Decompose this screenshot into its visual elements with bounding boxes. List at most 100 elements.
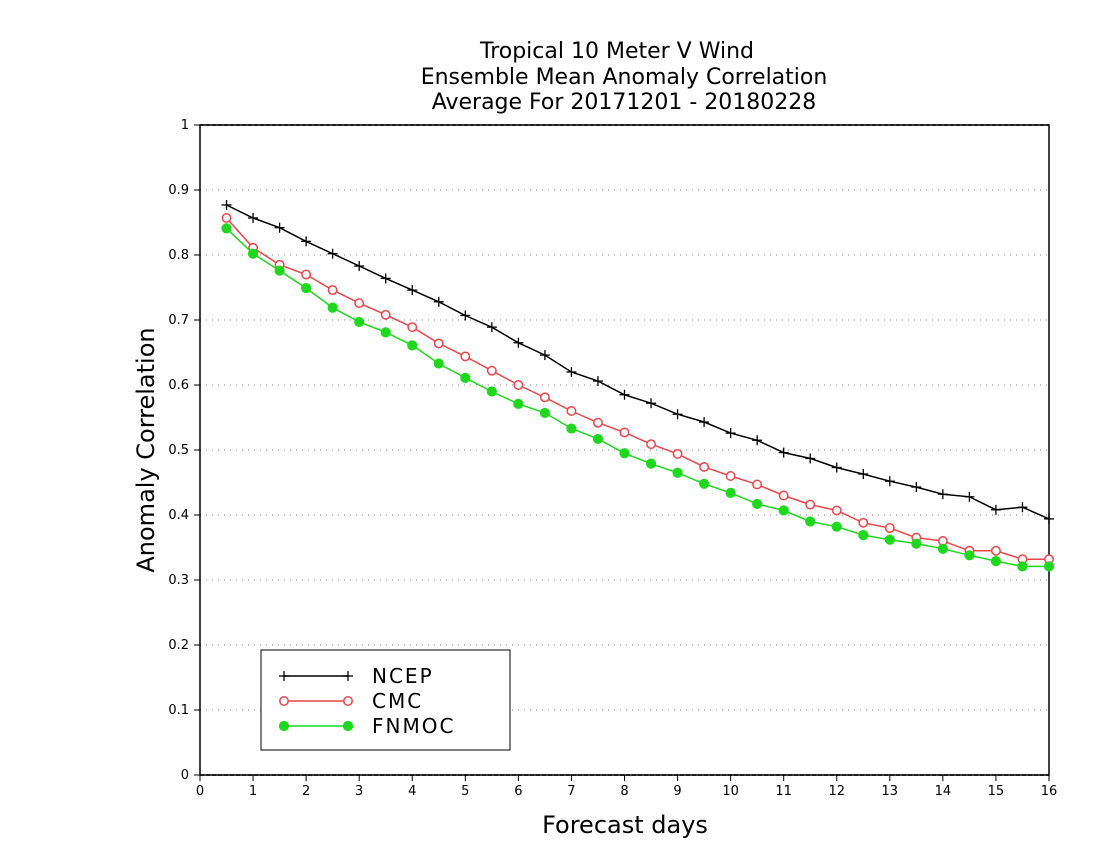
y-tick-label: 0.3	[168, 573, 189, 588]
data-point-ncep	[964, 491, 975, 502]
x-tick-label: 4	[408, 784, 416, 799]
data-point-cmc	[593, 417, 603, 428]
data-point-ncep	[937, 489, 948, 500]
data-point-fnmoc	[354, 316, 365, 328]
series-line-ncep	[226, 204, 1050, 520]
legend-label-ncep: NCEP	[372, 664, 434, 688]
data-point-fnmoc	[619, 448, 630, 459]
legend-label-cmc: CMC	[372, 689, 423, 713]
data-point-ncep	[805, 453, 816, 464]
legend-marker-fnmoc	[278, 720, 290, 732]
data-point-ncep	[327, 248, 338, 259]
x-tick-label: 11	[775, 784, 792, 799]
data-point-fnmoc	[274, 265, 285, 276]
data-point-fnmoc	[592, 433, 604, 445]
data-point-cmc	[539, 392, 550, 403]
data-point-fnmoc	[407, 340, 418, 351]
data-point-fnmoc	[539, 407, 551, 419]
data-point-cmc	[460, 351, 471, 362]
data-point-fnmoc	[990, 556, 1002, 567]
x-tick-label: 14	[935, 784, 952, 799]
data-point-fnmoc	[672, 467, 683, 478]
data-point-ncep	[486, 322, 497, 333]
data-point-fnmoc	[301, 283, 312, 294]
data-point-ncep	[752, 435, 763, 446]
series-fnmoc	[221, 223, 1055, 572]
chart-title-line-1: Tropical 10 Meter V Wind	[479, 39, 754, 64]
data-point-ncep	[619, 389, 630, 400]
data-point-cmc	[354, 298, 365, 309]
x-tick-label: 5	[461, 784, 469, 799]
data-point-cmc	[407, 322, 418, 333]
y-tick-label: 0.6	[168, 378, 189, 393]
legend-marker-ncep	[343, 671, 353, 681]
data-point-cmc	[990, 545, 1001, 556]
data-point-ncep	[831, 462, 842, 473]
data-point-cmc	[858, 517, 869, 528]
y-tick-label: 0.4	[168, 508, 189, 523]
data-point-fnmoc	[1017, 561, 1028, 572]
series-group	[221, 199, 1055, 572]
data-point-ncep	[248, 212, 259, 223]
data-point-ncep	[460, 310, 471, 321]
legend-label-fnmoc: FNMOC	[372, 714, 455, 738]
data-point-fnmoc	[884, 534, 895, 545]
x-tick-label: 15	[988, 784, 1005, 799]
x-tick-label: 16	[1041, 784, 1058, 799]
data-point-ncep	[1017, 502, 1028, 513]
data-point-ncep	[699, 417, 710, 428]
data-point-ncep	[566, 367, 577, 377]
data-point-ncep	[539, 350, 550, 361]
data-point-ncep	[274, 222, 285, 233]
series-line-fnmoc	[225, 227, 1049, 568]
series-cmc	[221, 213, 1054, 565]
data-point-cmc	[884, 523, 895, 533]
data-point-cmc	[699, 461, 710, 472]
data-point-ncep	[884, 476, 895, 487]
data-point-fnmoc	[911, 538, 922, 549]
x-tick-label: 2	[302, 784, 310, 799]
data-point-fnmoc	[937, 543, 948, 554]
data-point-fnmoc	[645, 458, 657, 469]
data-point-ncep	[1044, 513, 1054, 524]
data-point-fnmoc	[1043, 561, 1055, 572]
data-point-fnmoc	[858, 530, 869, 541]
x-tick-label: 12	[828, 784, 845, 799]
data-point-ncep	[778, 447, 789, 458]
data-point-cmc	[433, 338, 444, 349]
data-point-ncep	[725, 428, 736, 439]
chart-title-line-3: Average For 20171201 - 20180228	[432, 90, 817, 115]
x-tick-label: 13	[882, 784, 899, 799]
data-point-fnmoc	[725, 487, 736, 498]
x-tick-label: 0	[196, 784, 204, 799]
data-point-cmc	[380, 309, 391, 320]
data-point-fnmoc	[327, 302, 338, 313]
series-line-cmc	[225, 217, 1049, 560]
y-tick-label: 0.1	[168, 703, 189, 718]
data-point-cmc	[725, 471, 736, 481]
chart-titles: Tropical 10 Meter V Wind Ensemble Mean A…	[421, 39, 828, 115]
legend-entry-fnmoc: FNMOC	[278, 714, 455, 738]
data-point-fnmoc	[380, 327, 391, 338]
data-point-cmc	[778, 490, 789, 501]
legend-marker-fnmoc	[342, 720, 354, 732]
data-point-ncep	[221, 199, 232, 210]
y-tick-label: 0.5	[168, 443, 189, 458]
data-point-fnmoc	[433, 358, 444, 369]
data-point-ncep	[433, 296, 444, 307]
data-point-fnmoc	[486, 386, 497, 397]
data-point-cmc	[221, 213, 232, 223]
y-axis-label: Anomaly Correlation	[132, 327, 160, 572]
y-tick-label: 0.2	[168, 638, 189, 653]
y-tick-label: 0.9	[168, 183, 189, 198]
data-point-fnmoc	[460, 372, 471, 383]
data-point-fnmoc	[778, 505, 789, 516]
legend-entry-ncep: NCEP	[279, 664, 434, 688]
legend-marker-cmc	[279, 696, 289, 706]
data-point-cmc	[301, 269, 312, 280]
data-point-cmc	[619, 427, 630, 438]
chart-title-line-2: Ensemble Mean Anomaly Correlation	[421, 65, 828, 90]
x-tick-label: 9	[673, 784, 681, 799]
data-point-ncep	[990, 504, 1001, 515]
